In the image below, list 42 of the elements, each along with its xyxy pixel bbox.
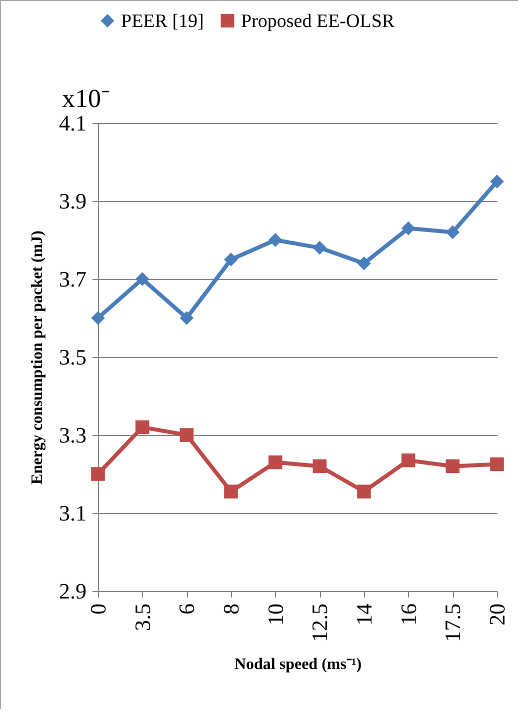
point xyxy=(268,233,282,247)
point xyxy=(91,311,105,325)
legend-label: PEER [19] xyxy=(121,10,204,32)
point xyxy=(224,484,238,498)
y-tick-label: 4.1 xyxy=(59,110,86,136)
point xyxy=(490,457,504,472)
y-tick-label: 3.9 xyxy=(59,188,86,214)
x-tick-label: 8 xyxy=(218,604,244,614)
x-tick-label: 17.5 xyxy=(440,604,466,642)
y-axis-title: Energy consumption per packet (mJ) xyxy=(29,230,46,484)
x-tick-label: 16 xyxy=(396,604,421,626)
y-tick-label: 3.3 xyxy=(59,422,86,448)
point xyxy=(357,256,371,270)
point xyxy=(135,420,150,434)
point xyxy=(91,467,105,481)
text: x10⁻ xyxy=(62,84,110,113)
point xyxy=(401,453,416,468)
point xyxy=(224,252,238,266)
x-tick-label: 14 xyxy=(352,604,376,626)
point xyxy=(490,174,504,188)
y-tick-label: 3.1 xyxy=(59,500,86,526)
x-tick-label: 12.5 xyxy=(307,604,332,642)
x-axis-title: Nodal speed (ms⁻¹) xyxy=(234,656,362,673)
point xyxy=(180,428,194,442)
x-tick-label: 10 xyxy=(262,604,288,626)
x-tick-label: 6 xyxy=(174,604,200,614)
x-tick-label: 0 xyxy=(86,604,110,614)
y-tick-label: 3.7 xyxy=(59,266,86,292)
point xyxy=(446,459,460,474)
point xyxy=(446,225,460,240)
point xyxy=(401,221,416,236)
point xyxy=(135,272,150,286)
x-tick-label: 20 xyxy=(484,604,510,626)
point xyxy=(357,484,371,498)
point xyxy=(312,459,327,474)
y-tick-label: 3.5 xyxy=(59,344,86,370)
y-tick-label: 2.9 xyxy=(59,578,86,604)
point xyxy=(180,311,194,325)
x-tick-label: 3.5 xyxy=(130,604,155,631)
legend-label: Proposed EE-OLSR xyxy=(241,10,395,32)
point xyxy=(268,455,282,470)
point xyxy=(312,240,327,255)
